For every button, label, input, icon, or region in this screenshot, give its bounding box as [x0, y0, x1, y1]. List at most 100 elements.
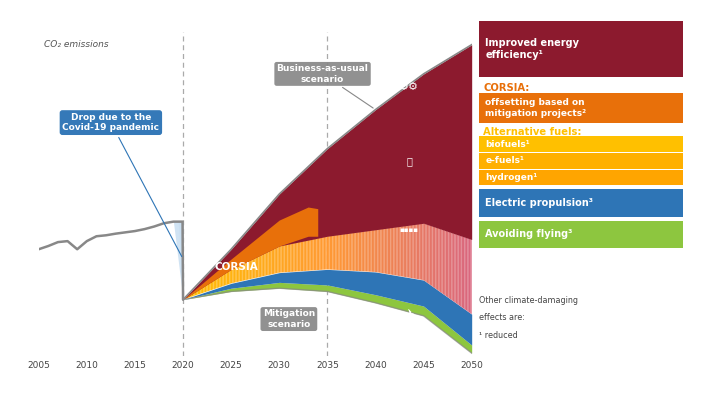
Polygon shape: [358, 232, 360, 271]
Polygon shape: [458, 235, 460, 306]
Polygon shape: [422, 223, 424, 280]
Polygon shape: [251, 259, 253, 279]
Polygon shape: [212, 280, 213, 290]
Polygon shape: [398, 227, 399, 276]
Text: ▪▪▪▪: ▪▪▪▪: [400, 227, 419, 233]
Polygon shape: [454, 234, 455, 303]
Polygon shape: [215, 279, 216, 289]
Polygon shape: [298, 242, 299, 271]
FancyBboxPatch shape: [479, 153, 683, 169]
Polygon shape: [322, 237, 324, 270]
Polygon shape: [216, 278, 218, 288]
Polygon shape: [284, 245, 286, 272]
Polygon shape: [463, 236, 465, 309]
Polygon shape: [420, 224, 421, 280]
Polygon shape: [272, 249, 273, 274]
Polygon shape: [269, 250, 270, 275]
Polygon shape: [351, 233, 353, 271]
Polygon shape: [460, 236, 462, 307]
Polygon shape: [344, 234, 346, 270]
Polygon shape: [209, 282, 210, 291]
Polygon shape: [439, 228, 440, 291]
Text: Other climate-damaging: Other climate-damaging: [479, 296, 578, 305]
Polygon shape: [421, 223, 422, 280]
Polygon shape: [367, 231, 369, 272]
Polygon shape: [453, 233, 454, 302]
Polygon shape: [361, 231, 363, 271]
Text: Business-as-usual
scenario: Business-as-usual scenario: [277, 64, 373, 108]
Polygon shape: [325, 236, 327, 270]
Polygon shape: [234, 267, 235, 283]
Polygon shape: [286, 244, 287, 272]
Polygon shape: [376, 230, 377, 272]
Polygon shape: [313, 239, 315, 270]
Polygon shape: [231, 269, 232, 284]
Polygon shape: [299, 242, 301, 271]
Polygon shape: [410, 225, 413, 278]
Polygon shape: [363, 231, 365, 271]
Polygon shape: [327, 236, 328, 269]
Polygon shape: [413, 225, 414, 278]
Polygon shape: [220, 276, 221, 287]
Polygon shape: [427, 224, 428, 284]
Polygon shape: [312, 239, 313, 270]
Polygon shape: [470, 239, 472, 314]
Polygon shape: [270, 250, 272, 275]
Polygon shape: [254, 257, 256, 278]
Polygon shape: [465, 237, 466, 310]
Polygon shape: [337, 235, 338, 270]
Polygon shape: [338, 234, 340, 270]
Polygon shape: [221, 275, 222, 287]
Polygon shape: [379, 229, 380, 273]
Text: CO₂ emissions: CO₂ emissions: [44, 40, 108, 49]
Polygon shape: [275, 248, 276, 274]
Polygon shape: [228, 270, 230, 284]
Polygon shape: [280, 246, 282, 272]
Polygon shape: [435, 227, 437, 289]
Polygon shape: [250, 260, 251, 279]
Polygon shape: [310, 239, 312, 270]
Polygon shape: [289, 244, 290, 272]
Polygon shape: [210, 282, 212, 290]
Polygon shape: [184, 298, 186, 299]
Polygon shape: [295, 243, 296, 272]
Polygon shape: [341, 234, 343, 270]
Polygon shape: [260, 255, 261, 277]
Polygon shape: [224, 273, 225, 286]
Polygon shape: [372, 230, 373, 272]
Polygon shape: [305, 240, 306, 271]
Polygon shape: [391, 228, 392, 275]
Text: CORSIA:: CORSIA:: [483, 83, 529, 93]
Text: ✈: ✈: [405, 309, 414, 319]
Polygon shape: [408, 225, 409, 278]
Polygon shape: [432, 226, 434, 287]
Polygon shape: [414, 225, 415, 279]
Polygon shape: [346, 234, 347, 270]
Polygon shape: [303, 241, 305, 271]
Polygon shape: [277, 246, 279, 273]
Polygon shape: [403, 226, 405, 277]
Polygon shape: [237, 266, 238, 282]
Polygon shape: [334, 235, 335, 270]
Polygon shape: [235, 267, 237, 282]
Polygon shape: [246, 262, 247, 280]
Polygon shape: [340, 234, 341, 270]
Text: Alternative fuels:: Alternative fuels:: [483, 127, 582, 137]
Polygon shape: [232, 268, 234, 283]
Polygon shape: [418, 224, 420, 280]
FancyBboxPatch shape: [479, 137, 683, 152]
Polygon shape: [222, 274, 224, 286]
Polygon shape: [396, 227, 398, 276]
Polygon shape: [301, 242, 302, 271]
Polygon shape: [302, 241, 303, 271]
Polygon shape: [443, 230, 444, 295]
Polygon shape: [428, 225, 429, 284]
Text: hydrogen¹: hydrogen¹: [485, 173, 538, 182]
Polygon shape: [191, 293, 193, 297]
Polygon shape: [329, 236, 331, 270]
Polygon shape: [365, 231, 366, 271]
Polygon shape: [218, 277, 220, 288]
Polygon shape: [375, 230, 376, 272]
Polygon shape: [383, 228, 384, 274]
Polygon shape: [348, 233, 350, 270]
